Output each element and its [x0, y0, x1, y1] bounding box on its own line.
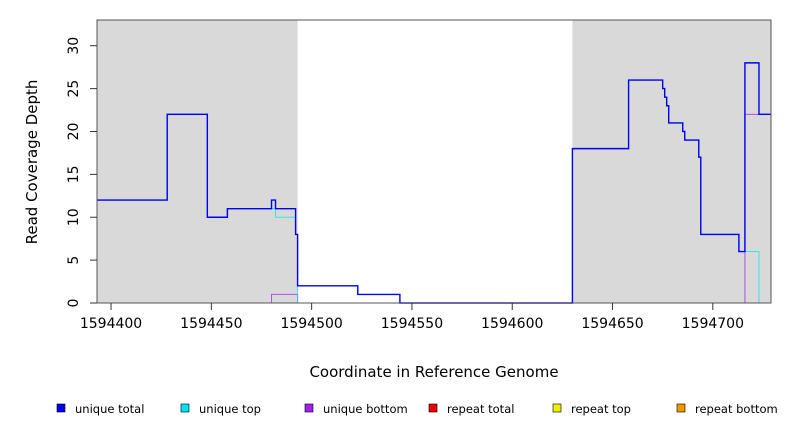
x-tick-label-4: 1594600 — [481, 316, 543, 332]
legend: unique total unique top unique bottom repea… — [56, 402, 778, 416]
x-axis: 1594400 1594450 1594500 1594550 1594600 15946… — [80, 303, 744, 332]
legend-swatch-5 — [676, 403, 686, 413]
y-tick-label-1: 5 — [66, 256, 82, 265]
legend-swatch-0 — [56, 403, 66, 413]
legend-label-3: repeat total — [447, 402, 514, 416]
x-tick-label-5: 1594650 — [581, 316, 643, 332]
x-axis-title: Coordinate in Reference Genome — [309, 363, 558, 381]
y-tick-label-3: 15 — [66, 165, 82, 183]
y-tick-label-6: 30 — [66, 37, 82, 55]
x-tick-label-0: 1594400 — [80, 316, 142, 332]
legend-swatch-1 — [180, 403, 190, 413]
legend-label-2: unique bottom — [323, 402, 408, 416]
y-tick-label-2: 10 — [66, 208, 82, 226]
plot-background — [97, 20, 771, 303]
legend-swatch-3 — [428, 403, 438, 413]
legend-swatch-2 — [304, 403, 314, 413]
y-tick-label-0: 0 — [66, 299, 82, 308]
x-tick-label-2: 1594500 — [280, 316, 342, 332]
y-axis-title: Read Coverage Depth — [23, 80, 41, 245]
y-axis: 0 5 10 15 20 25 30 — [66, 37, 97, 308]
shaded-region-1 — [572, 20, 771, 303]
series-unique-total — [97, 62, 771, 304]
x-tick-label-3: 1594550 — [381, 316, 443, 332]
legend-swatch-4 — [552, 403, 562, 413]
x-tick-label-6: 1594700 — [682, 316, 744, 332]
legend-label-4: repeat top — [571, 402, 631, 416]
legend-label-0: unique total — [75, 402, 144, 416]
legend-label-1: unique top — [199, 402, 261, 416]
plot-frame — [96, 19, 772, 304]
shaded-region-0 — [97, 20, 298, 303]
y-tick-label-4: 20 — [66, 123, 82, 141]
y-tick-label-5: 25 — [66, 80, 82, 98]
legend-label-5: repeat bottom — [695, 402, 778, 416]
x-tick-label-1: 1594450 — [180, 316, 242, 332]
